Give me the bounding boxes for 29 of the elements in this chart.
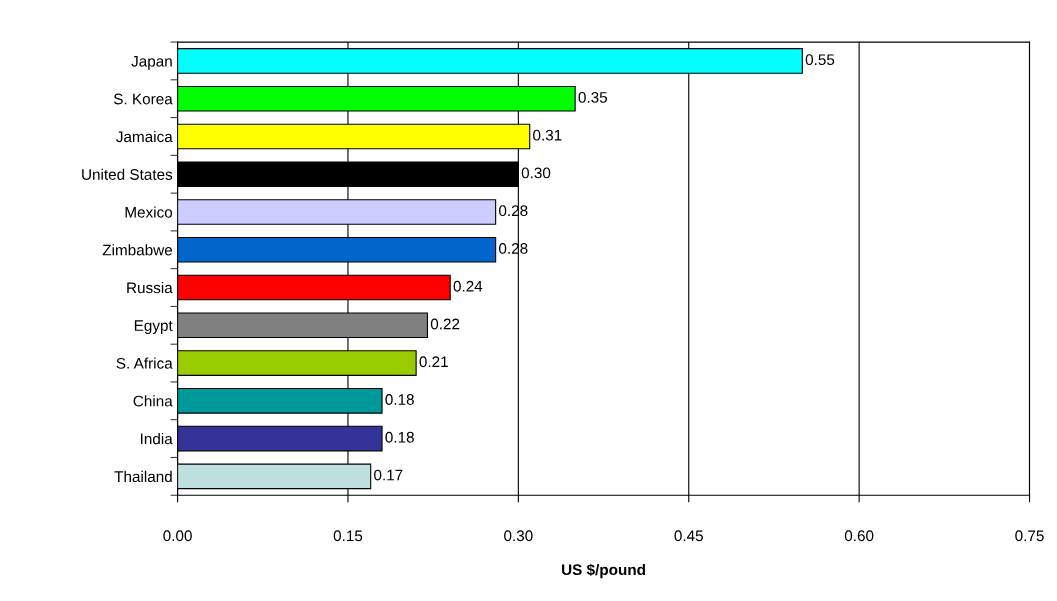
data-label: 0.17 (374, 469, 403, 481)
y-tick-label: Thailand (114, 470, 172, 483)
data-label: 0.31 (533, 129, 562, 141)
y-tick-label: India (141, 433, 173, 445)
data-label: 0.18 (385, 431, 414, 443)
y-tick-label: Zimbabwe (102, 244, 173, 256)
y-tick-label: S. Korea (113, 93, 173, 105)
x-tick-label: 0.00 (163, 530, 192, 542)
y-tick-label: Japan (131, 55, 172, 70)
y-tick-label: S. Africa (116, 357, 173, 369)
x-tick-label: 0.45 (674, 530, 703, 542)
y-tick-label: China (133, 395, 173, 407)
y-tick-label: Jamaica (116, 130, 173, 143)
data-label: 0.18 (385, 394, 414, 405)
x-tick-label: 0.15 (333, 530, 363, 542)
data-label: 0.22 (430, 318, 460, 330)
data-label: 0.21 (419, 356, 448, 368)
data-label: 0.24 (453, 280, 483, 292)
x-tick-label: 0.75 (1015, 530, 1044, 542)
x-tick-label: 0.60 (844, 530, 874, 542)
data-label: 0.30 (521, 167, 551, 179)
y-tick-label: Egypt (134, 320, 173, 334)
data-label: 0.35 (578, 92, 608, 103)
x-tick-label: 0.30 (504, 530, 533, 542)
y-tick-label: Mexico (125, 206, 173, 218)
y-tick-label: Russia (127, 281, 173, 294)
y-tick-label: United States (82, 168, 173, 180)
x-axis-title: US $/pound (562, 563, 645, 579)
data-label: 0.55 (805, 54, 835, 66)
